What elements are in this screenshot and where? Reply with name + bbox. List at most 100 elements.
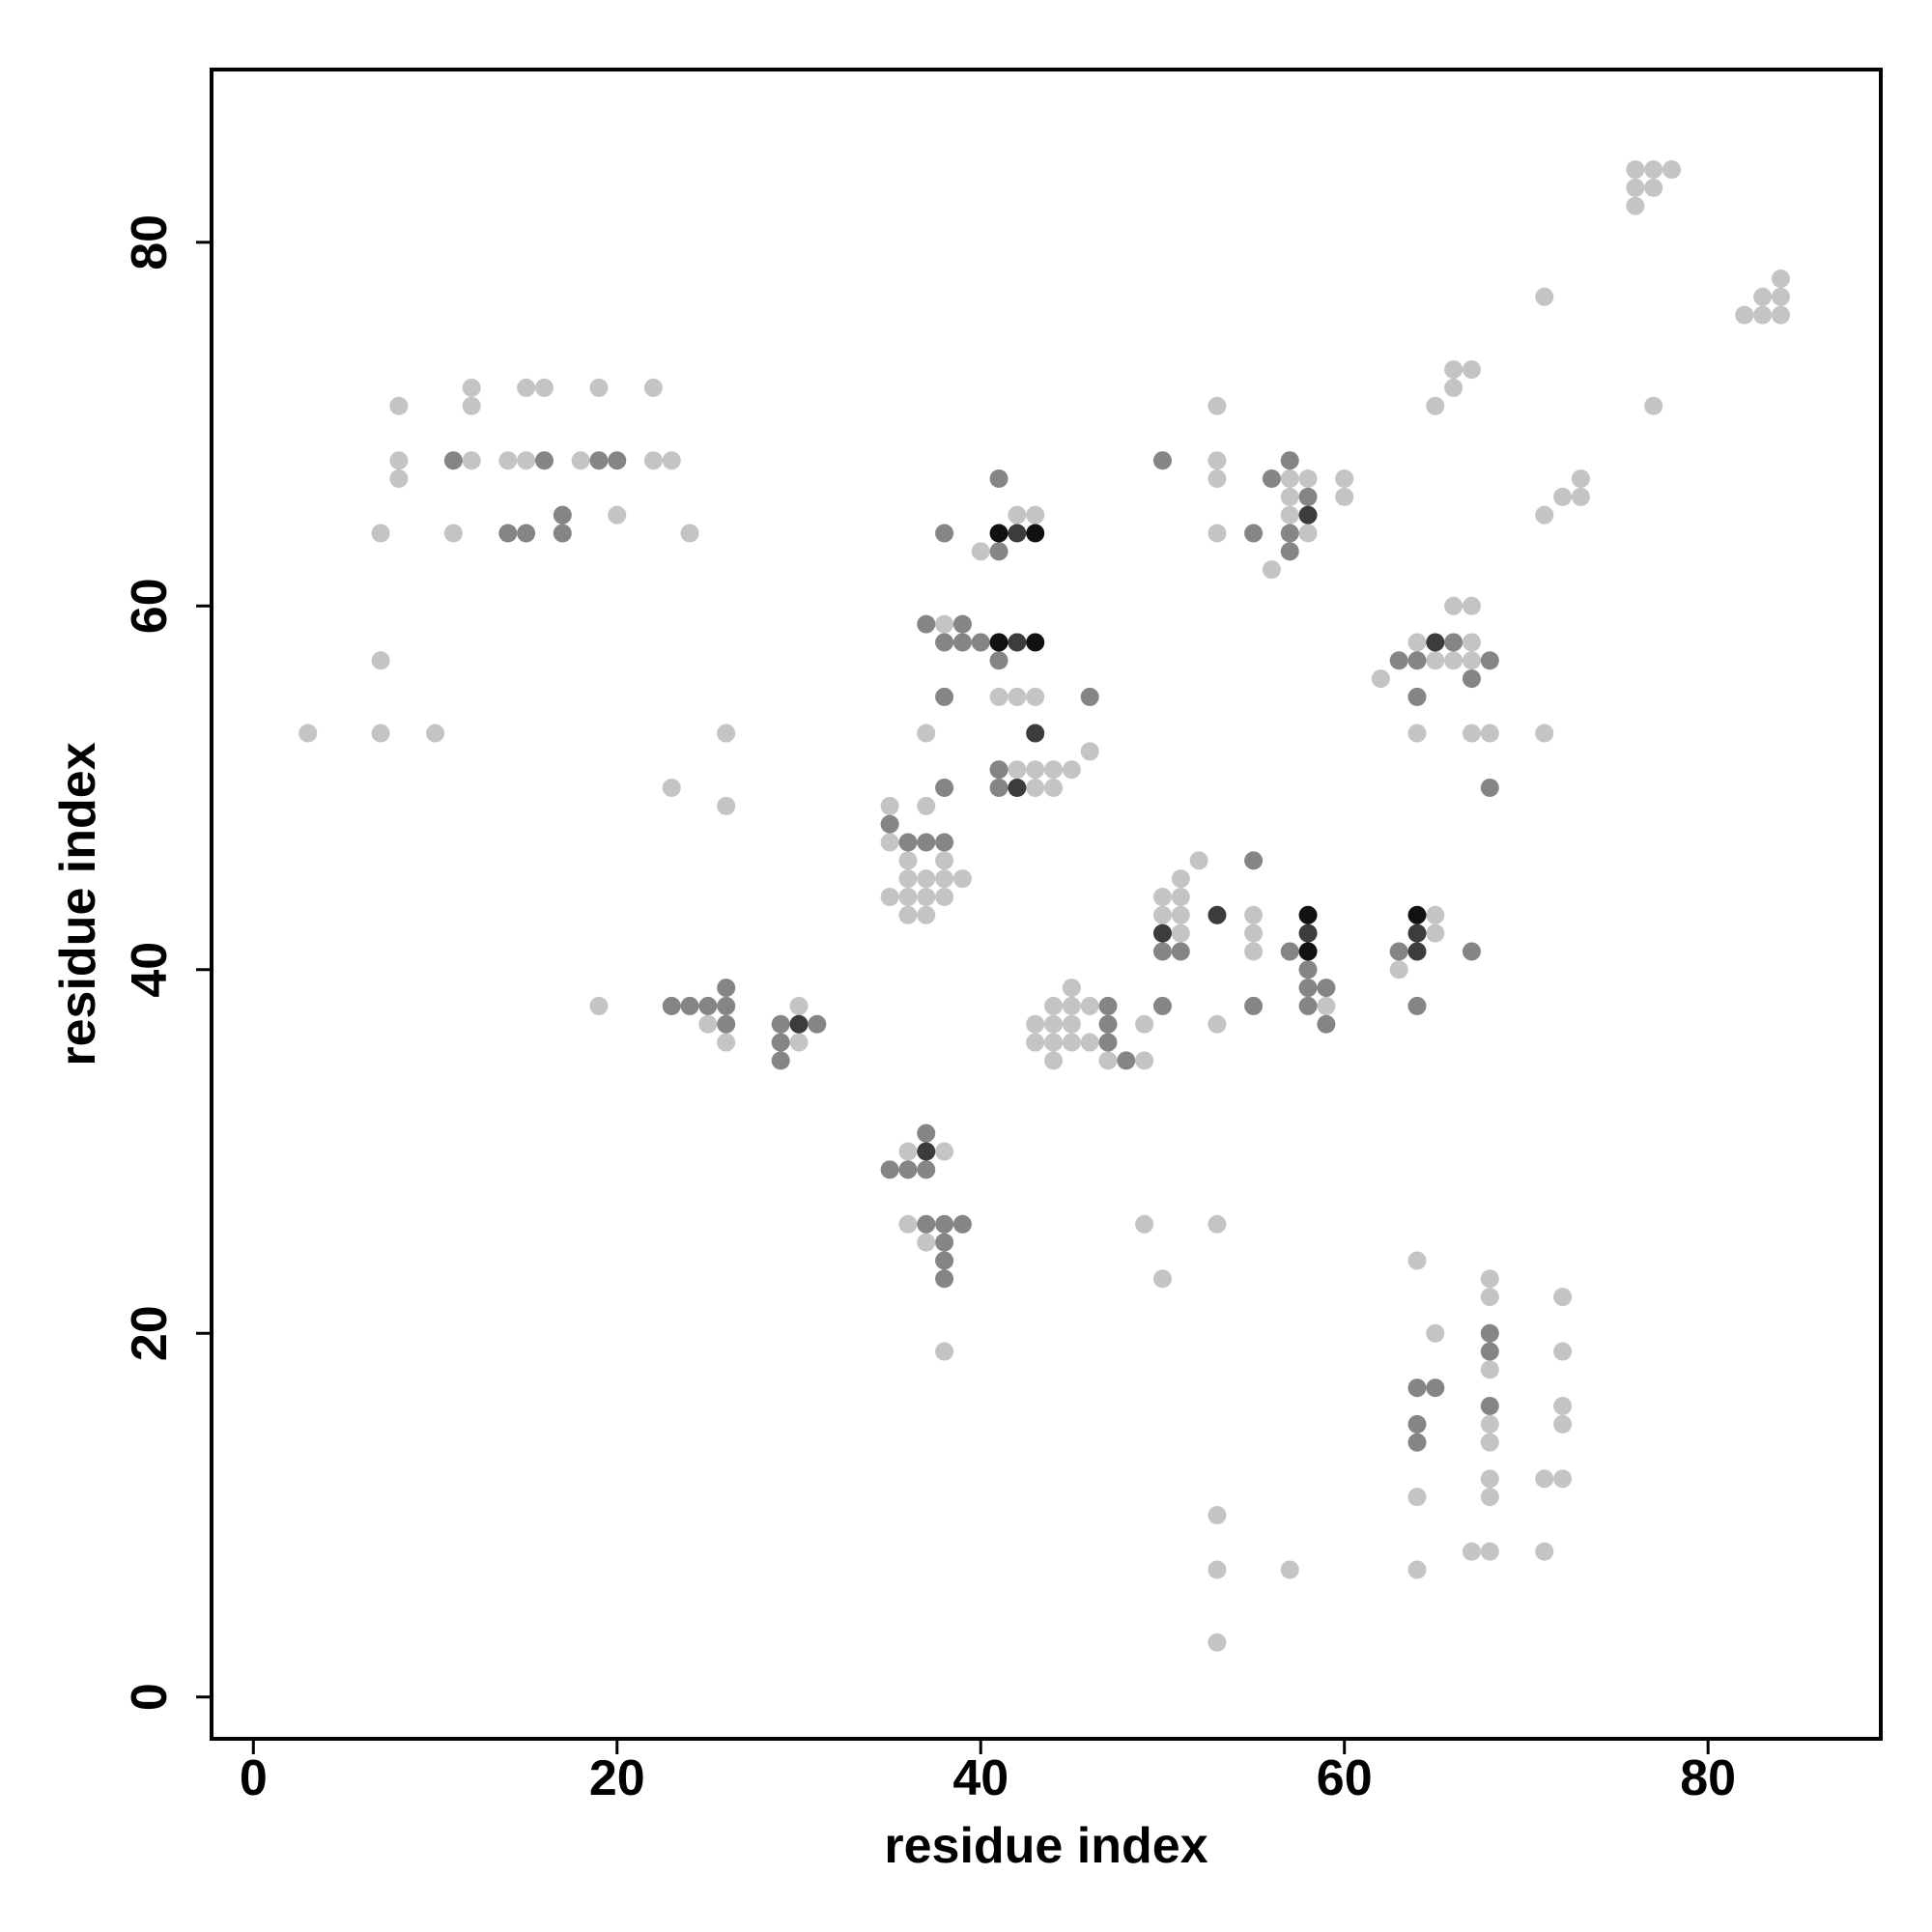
point <box>880 833 899 852</box>
point <box>1080 996 1099 1015</box>
point <box>1208 905 1227 924</box>
point <box>1462 633 1481 652</box>
y-tick-label: 60 <box>122 578 178 634</box>
point <box>1280 451 1299 470</box>
point <box>1462 596 1481 615</box>
point <box>1171 905 1190 924</box>
point <box>1426 651 1445 670</box>
point <box>717 1014 736 1034</box>
point <box>1771 287 1790 306</box>
point <box>698 996 718 1015</box>
point <box>1662 160 1682 180</box>
point <box>1280 942 1299 961</box>
point <box>1280 487 1299 506</box>
point <box>517 378 536 397</box>
point <box>1208 1505 1227 1524</box>
y-axis-title: residue index <box>50 742 106 1065</box>
point <box>1171 923 1190 943</box>
point <box>608 505 627 525</box>
point <box>1098 1014 1118 1034</box>
point <box>517 524 536 543</box>
plot-frame <box>210 68 1883 1741</box>
point <box>608 451 627 470</box>
point <box>1298 469 1318 489</box>
point <box>534 378 554 397</box>
point <box>389 469 409 489</box>
point <box>1389 942 1408 961</box>
point <box>1407 1414 1427 1434</box>
point <box>1480 779 1499 798</box>
point <box>898 869 918 889</box>
point <box>1407 923 1427 943</box>
point <box>371 651 390 670</box>
point <box>1208 396 1227 415</box>
point <box>589 996 609 1015</box>
point <box>771 1014 790 1034</box>
point <box>462 451 481 470</box>
point <box>917 1160 936 1179</box>
point <box>1462 1542 1481 1561</box>
point <box>789 1014 809 1034</box>
point <box>1535 1469 1554 1489</box>
point <box>1462 651 1481 670</box>
point <box>517 451 536 470</box>
point <box>952 614 972 634</box>
point <box>680 996 699 1015</box>
point <box>1026 633 1045 652</box>
point <box>1407 651 1427 670</box>
point <box>935 1342 954 1361</box>
point <box>1317 996 1336 1015</box>
point <box>1135 1014 1154 1034</box>
point <box>1407 1488 1427 1507</box>
point <box>717 1033 736 1052</box>
point <box>443 451 463 470</box>
point <box>1171 869 1190 889</box>
point <box>1062 996 1081 1015</box>
point <box>371 524 390 543</box>
point <box>935 887 954 906</box>
point <box>917 833 936 852</box>
point <box>1480 1414 1499 1434</box>
point <box>571 451 590 470</box>
y-tick-label: 0 <box>122 1683 178 1711</box>
point <box>1480 1469 1499 1489</box>
point <box>1480 1488 1499 1507</box>
point <box>534 451 554 470</box>
point <box>1753 305 1773 325</box>
point <box>989 687 1009 706</box>
point <box>917 724 936 743</box>
x-tick-label: 0 <box>240 1750 268 1806</box>
point <box>1553 1469 1573 1489</box>
point <box>1280 469 1299 489</box>
point <box>989 779 1009 798</box>
point <box>898 833 918 852</box>
point <box>698 1014 718 1034</box>
point <box>1208 524 1227 543</box>
point <box>917 869 936 889</box>
point <box>1444 633 1463 652</box>
point <box>1062 979 1081 998</box>
point <box>1298 905 1318 924</box>
point <box>643 378 663 397</box>
point <box>935 687 954 706</box>
point <box>1298 505 1318 525</box>
point <box>935 1214 954 1234</box>
point <box>1244 996 1264 1015</box>
point <box>1080 687 1099 706</box>
point <box>1335 487 1354 506</box>
point <box>389 451 409 470</box>
point <box>426 724 445 743</box>
point <box>1098 1051 1118 1070</box>
point <box>1080 742 1099 761</box>
point <box>989 760 1009 780</box>
point <box>1026 760 1045 780</box>
point <box>917 614 936 634</box>
point <box>1080 1033 1099 1052</box>
point <box>1426 905 1445 924</box>
point <box>898 887 918 906</box>
point <box>1480 724 1499 743</box>
point <box>498 524 518 543</box>
point <box>662 996 681 1015</box>
point <box>1535 724 1554 743</box>
point <box>935 779 954 798</box>
